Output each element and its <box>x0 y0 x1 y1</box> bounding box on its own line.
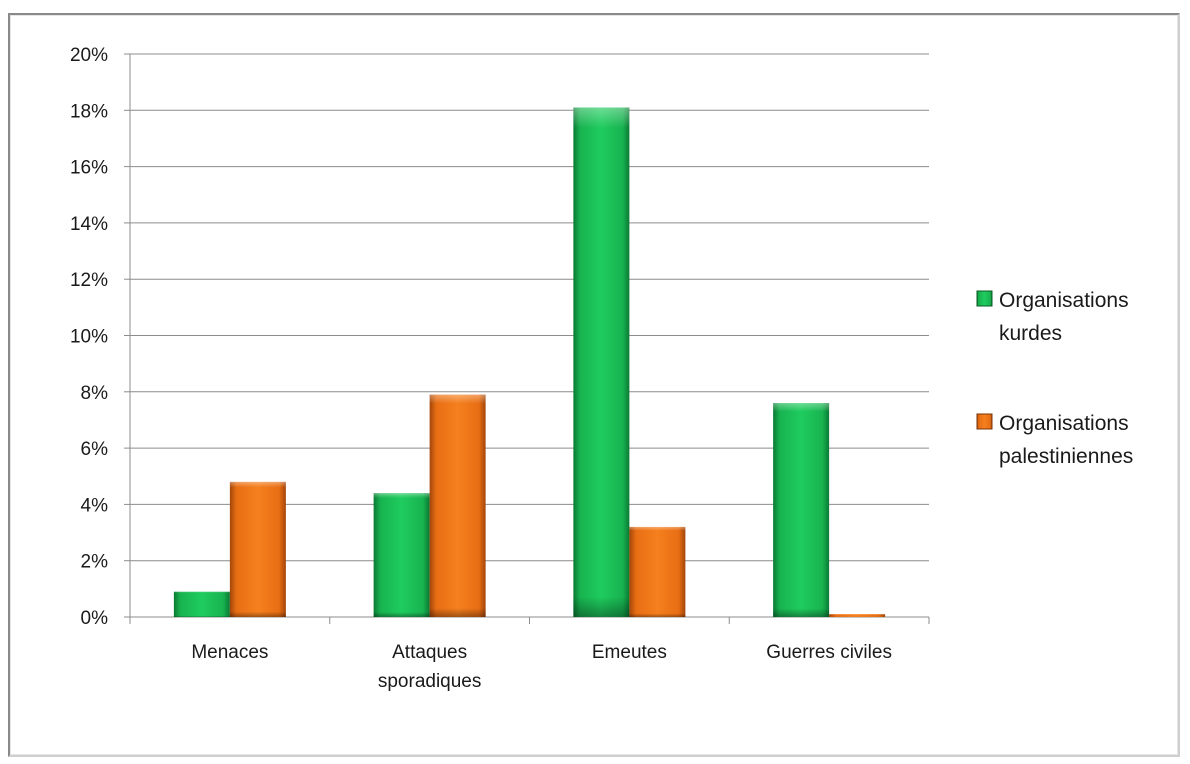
y-tick-label: 18% <box>70 101 108 122</box>
bar-bevel <box>429 394 486 617</box>
y-tick-label: 2% <box>81 552 109 573</box>
x-category-label: Emeutes <box>592 642 667 663</box>
x-category-label: Guerres civiles <box>766 642 892 663</box>
legend-swatch <box>976 413 993 430</box>
bar <box>173 591 230 617</box>
bar <box>229 481 286 617</box>
bar <box>773 403 830 617</box>
x-category-label: Menaces <box>191 642 268 663</box>
y-tick-label: 16% <box>70 158 108 179</box>
y-tick-label: 8% <box>81 383 109 404</box>
bar <box>829 614 886 617</box>
y-tick-label: 20% <box>70 45 108 66</box>
legend-swatch <box>976 290 993 307</box>
y-tick-label: 4% <box>81 495 109 516</box>
legend-label: Organisations palestiniennes <box>999 412 1133 468</box>
y-tick-label: 12% <box>70 270 108 291</box>
bar-bevel <box>773 403 830 617</box>
bar-bevel <box>373 493 430 617</box>
legend-label: Organisations kurdes <box>999 289 1129 345</box>
bar-bevel <box>573 107 630 618</box>
bar <box>573 107 630 618</box>
bar <box>629 526 686 617</box>
y-tick-label: 14% <box>70 214 108 235</box>
bar-bevel <box>629 526 686 617</box>
bar-bevel <box>173 591 230 617</box>
y-tick-label: 0% <box>81 608 109 629</box>
bar <box>373 493 430 617</box>
y-tick-label: 6% <box>81 439 109 460</box>
bar-bevel <box>229 481 286 617</box>
x-category-label: Attaques sporadiques <box>378 642 482 692</box>
bar <box>429 394 486 617</box>
bar-bevel <box>829 614 886 617</box>
y-tick-label: 10% <box>70 327 108 348</box>
